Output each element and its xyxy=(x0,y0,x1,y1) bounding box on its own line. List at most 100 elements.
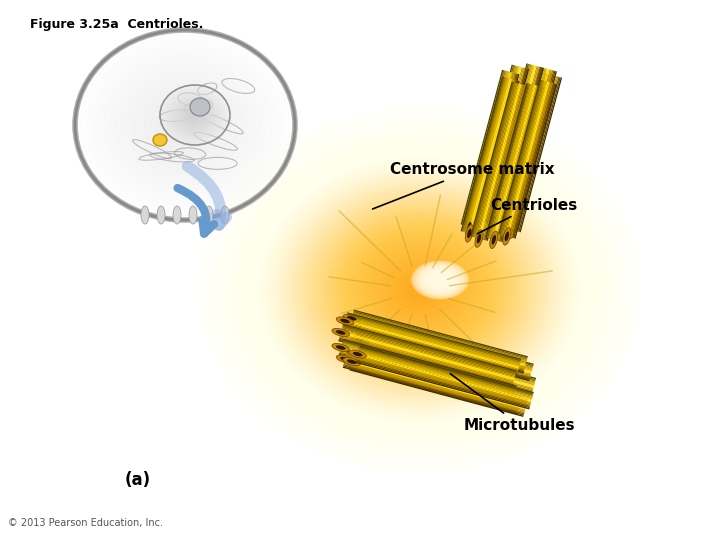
Ellipse shape xyxy=(168,91,222,139)
Polygon shape xyxy=(509,70,552,225)
Polygon shape xyxy=(359,346,534,393)
Polygon shape xyxy=(500,68,543,222)
Ellipse shape xyxy=(173,96,217,134)
Polygon shape xyxy=(359,341,534,389)
Ellipse shape xyxy=(347,360,356,364)
Polygon shape xyxy=(354,309,528,357)
Polygon shape xyxy=(342,342,516,390)
Ellipse shape xyxy=(141,206,149,224)
Ellipse shape xyxy=(368,247,472,333)
Ellipse shape xyxy=(336,317,354,325)
Ellipse shape xyxy=(477,234,481,244)
Polygon shape xyxy=(338,354,513,402)
Ellipse shape xyxy=(374,252,467,328)
Polygon shape xyxy=(519,77,562,232)
Ellipse shape xyxy=(343,357,361,366)
Ellipse shape xyxy=(438,279,442,281)
Ellipse shape xyxy=(332,343,349,352)
Ellipse shape xyxy=(437,278,443,282)
Polygon shape xyxy=(343,340,516,388)
Polygon shape xyxy=(349,369,523,417)
Ellipse shape xyxy=(397,271,444,309)
Polygon shape xyxy=(361,335,535,383)
Polygon shape xyxy=(349,326,523,374)
Polygon shape xyxy=(505,69,547,224)
Polygon shape xyxy=(359,349,533,397)
Ellipse shape xyxy=(190,111,200,119)
Polygon shape xyxy=(343,325,516,373)
Polygon shape xyxy=(514,71,557,226)
Polygon shape xyxy=(498,67,540,221)
Ellipse shape xyxy=(301,191,539,389)
Polygon shape xyxy=(505,69,548,224)
Ellipse shape xyxy=(307,196,534,384)
Polygon shape xyxy=(347,352,521,400)
Polygon shape xyxy=(510,70,553,225)
Polygon shape xyxy=(358,352,532,400)
Polygon shape xyxy=(360,338,534,386)
Ellipse shape xyxy=(160,85,230,145)
Ellipse shape xyxy=(417,265,463,295)
Ellipse shape xyxy=(394,268,446,312)
Polygon shape xyxy=(507,74,549,229)
Ellipse shape xyxy=(304,194,536,386)
Polygon shape xyxy=(347,350,521,398)
Polygon shape xyxy=(473,83,516,237)
Polygon shape xyxy=(471,72,513,227)
Polygon shape xyxy=(360,339,534,387)
Polygon shape xyxy=(479,84,522,239)
Ellipse shape xyxy=(377,254,464,326)
Polygon shape xyxy=(359,320,533,368)
Polygon shape xyxy=(361,333,536,380)
Polygon shape xyxy=(344,362,518,409)
Ellipse shape xyxy=(343,314,361,322)
Text: Centrosome matrix: Centrosome matrix xyxy=(372,163,554,209)
Polygon shape xyxy=(346,356,520,404)
Polygon shape xyxy=(358,347,532,395)
Polygon shape xyxy=(350,323,524,371)
Ellipse shape xyxy=(332,328,349,336)
FancyArrowPatch shape xyxy=(187,166,227,225)
Ellipse shape xyxy=(388,264,452,316)
Ellipse shape xyxy=(385,261,455,319)
Polygon shape xyxy=(499,86,541,241)
Ellipse shape xyxy=(492,215,496,225)
Ellipse shape xyxy=(336,330,346,335)
Polygon shape xyxy=(351,360,526,408)
Polygon shape xyxy=(351,322,525,370)
Polygon shape xyxy=(345,320,519,368)
Ellipse shape xyxy=(467,228,472,238)
Polygon shape xyxy=(343,363,518,410)
Ellipse shape xyxy=(266,163,575,417)
Ellipse shape xyxy=(417,288,423,292)
Ellipse shape xyxy=(318,206,522,374)
Polygon shape xyxy=(338,340,513,388)
Polygon shape xyxy=(343,327,517,375)
Ellipse shape xyxy=(426,271,454,289)
Polygon shape xyxy=(472,73,515,228)
Ellipse shape xyxy=(243,143,598,437)
Polygon shape xyxy=(473,73,516,228)
Ellipse shape xyxy=(505,219,509,228)
Polygon shape xyxy=(359,319,534,366)
Ellipse shape xyxy=(503,215,511,232)
Ellipse shape xyxy=(405,278,435,302)
Polygon shape xyxy=(352,358,526,406)
Polygon shape xyxy=(495,85,538,240)
Ellipse shape xyxy=(333,218,508,362)
Polygon shape xyxy=(347,314,521,361)
Polygon shape xyxy=(354,311,528,359)
Polygon shape xyxy=(485,69,528,224)
Polygon shape xyxy=(498,86,540,241)
Polygon shape xyxy=(470,82,513,237)
Polygon shape xyxy=(341,329,516,376)
Ellipse shape xyxy=(257,156,583,424)
Ellipse shape xyxy=(418,266,462,294)
Ellipse shape xyxy=(321,208,519,372)
Ellipse shape xyxy=(240,141,600,439)
Polygon shape xyxy=(346,315,521,362)
Polygon shape xyxy=(482,68,526,223)
Ellipse shape xyxy=(174,115,197,135)
Ellipse shape xyxy=(431,274,449,286)
Polygon shape xyxy=(345,321,519,369)
